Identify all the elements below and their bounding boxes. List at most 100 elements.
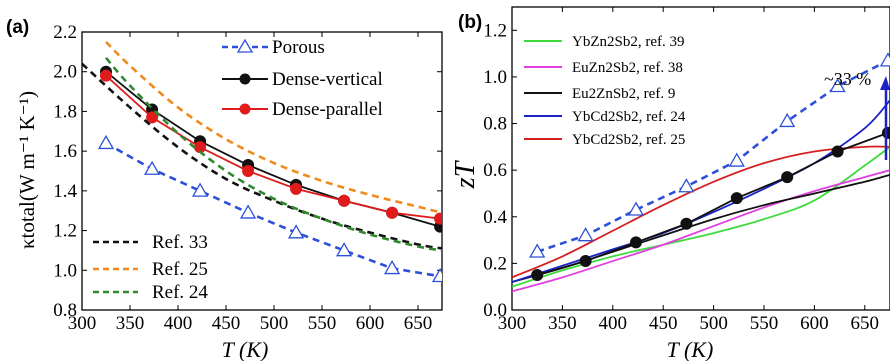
series-line: [512, 169, 890, 293]
legend-label: Eu2ZnSb2, ref. 9: [572, 86, 675, 102]
legend-label: Porous: [272, 37, 325, 58]
data-point: [781, 171, 794, 184]
panel-a-frame: [81, 31, 443, 311]
data-point: [383, 259, 401, 275]
legend-entry: Ref. 33: [93, 232, 208, 253]
data-point: [678, 178, 695, 193]
data-point: [242, 165, 255, 177]
data-point: [577, 227, 594, 242]
series-line: [105, 75, 441, 220]
data-point: [831, 145, 844, 158]
panel-b-ylabel: zT: [450, 159, 481, 189]
legend-entry: YbCd2Sb2, ref. 24: [524, 109, 686, 125]
data-point: [531, 269, 544, 282]
panel-b-xtick-label: 500: [699, 313, 728, 334]
series-line: [105, 142, 441, 278]
panel-a-xtick-label: 550: [308, 313, 337, 334]
panel-b-plot-area: [512, 52, 890, 293]
panel-b-ytick-label: 0.0: [483, 300, 507, 321]
legend-label: Dense-parallel: [272, 99, 383, 120]
series-line: [512, 99, 890, 283]
legend-entry: YbZn2Sb2, ref. 39: [524, 34, 685, 50]
series-line: [105, 41, 442, 214]
panel-b-ytick-label: 0.8: [483, 114, 507, 135]
legend-label: Ref. 24: [152, 282, 208, 303]
panel-a-xtick-label: 450: [212, 313, 241, 334]
data-point: [97, 134, 115, 150]
series-line: [82, 62, 442, 250]
series-line: [512, 146, 890, 288]
series-line: [536, 132, 889, 276]
panel-a: (a) κtotal(W m⁻¹ K⁻¹) T (K) 300 350 400 450…: [6, 17, 443, 361]
panel-b-ytick-label: 0.4: [483, 207, 507, 228]
panel-b: (b) zT T (K) 300 350 400 450 500 550 600 650 0.0…: [450, 6, 890, 361]
panel-a-ytick-label: 1.2: [53, 221, 77, 242]
legend-entry: Ref. 25: [93, 259, 208, 280]
series-line: [512, 145, 890, 279]
panel-b-label: (b): [458, 12, 482, 33]
data-point: [431, 267, 442, 283]
panel-b-ytick-label: 0.6: [483, 160, 507, 181]
legend-marker: [239, 73, 251, 85]
panel-a-xtick-label: 600: [356, 313, 385, 334]
data-point: [191, 182, 209, 197]
data-point: [629, 236, 642, 249]
legend-marker: [236, 38, 254, 53]
panel-b-xtick-label: 650: [851, 313, 880, 334]
panel-b-ytick-label: 1.2: [483, 20, 507, 41]
data-point: [730, 192, 743, 205]
panel-a-ytick-label: 1.6: [53, 141, 77, 162]
data-point: [146, 111, 159, 124]
legend-entry: Porous: [222, 37, 325, 58]
legend-label: YbZn2Sb2, ref. 39: [572, 34, 685, 50]
panel-b-xtick-label: 350: [548, 313, 577, 334]
data-point: [579, 255, 592, 268]
annotation-label: ~33 %: [824, 69, 871, 89]
panel-a-xtick-label: 500: [260, 313, 289, 334]
legend-label: Ref. 25: [152, 259, 208, 280]
panel-a-ytick-label: 1.4: [53, 181, 77, 202]
panel-a-ytick-label: 2.2: [53, 22, 77, 43]
legend-label: EuZn2Sb2, ref. 38: [572, 60, 683, 76]
data-point: [335, 242, 353, 257]
panel-b-xtick-label: 600: [800, 313, 829, 334]
legend-label: Dense-vertical: [272, 69, 383, 90]
data-point: [338, 194, 351, 207]
data-point: [287, 224, 305, 239]
data-point: [529, 243, 546, 258]
legend-label: YbCd2Sb2, ref. 25: [572, 132, 685, 148]
series-line: [105, 71, 441, 228]
data-point: [290, 182, 303, 195]
legend-entry: Dense-vertical: [222, 69, 383, 90]
data-point: [680, 217, 693, 230]
panel-b-ytick-label: 0.2: [483, 253, 507, 274]
panel-b-xtick-label: 400: [599, 313, 628, 334]
series-line: [536, 59, 889, 253]
annotation-arrow-head: [880, 76, 890, 90]
series-line: [105, 56, 442, 252]
data-point: [239, 204, 257, 219]
panel-b-xtick-label: 450: [649, 313, 678, 334]
panel-a-ytick-label: 1.8: [53, 101, 77, 122]
panel-a-ytick-label: 2.0: [53, 62, 77, 83]
panel-a-xtick-label: 300: [68, 313, 97, 334]
legend-entry: EuZn2Sb2, ref. 38: [524, 60, 683, 76]
panel-a-xtick-label: 350: [116, 313, 145, 334]
legend-entry: YbCd2Sb2, ref. 25: [524, 132, 685, 148]
panel-a-ylabel: κtotal(W m⁻¹ K⁻¹): [15, 91, 39, 249]
panel-b-xlabel: T (K): [667, 337, 714, 361]
legend-label: YbCd2Sb2, ref. 24: [572, 109, 686, 125]
panel-a-ytick-label: 1.0: [53, 260, 77, 281]
legend-marker: [239, 103, 251, 115]
data-point: [879, 52, 890, 67]
data-point: [728, 152, 745, 167]
panel-b-xtick-label: 300: [498, 313, 527, 334]
data-point: [779, 112, 796, 128]
data-point: [143, 160, 161, 175]
data-point: [627, 201, 645, 216]
data-point: [434, 212, 442, 225]
panel-b-xtick-label: 550: [750, 313, 779, 334]
panel-a-xtick-label: 650: [404, 313, 433, 334]
legend-entry: Dense-parallel: [222, 99, 383, 120]
